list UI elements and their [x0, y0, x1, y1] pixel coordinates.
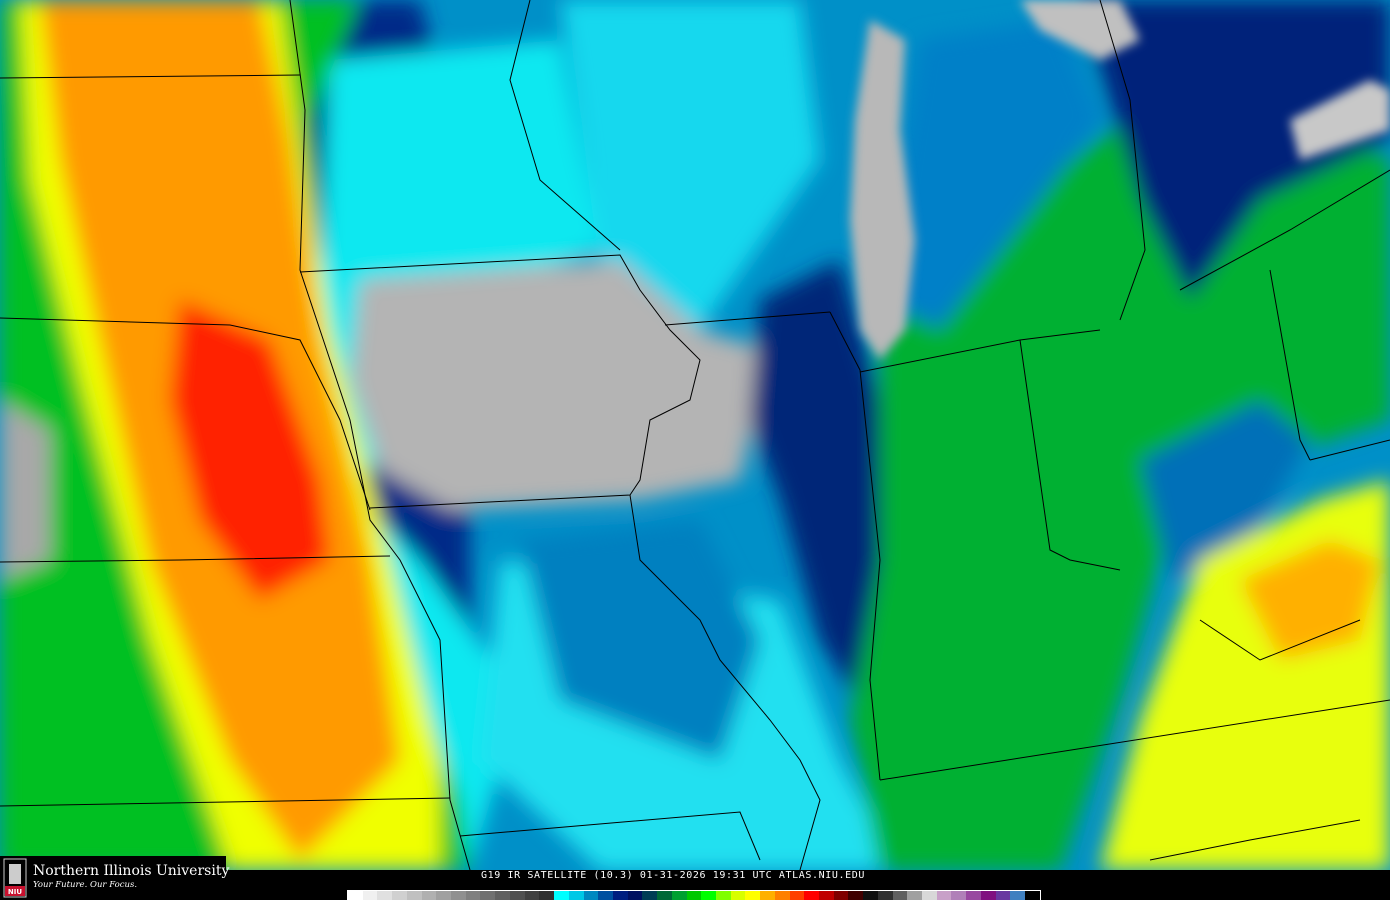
orange-region-southeast — [1240, 540, 1380, 660]
niu-shield-icon: NIU — [3, 858, 27, 898]
colorbar-swatch — [760, 891, 775, 900]
colorbar-swatch — [495, 891, 510, 900]
colorbar-swatch — [745, 891, 761, 900]
colorbar-swatch — [789, 891, 805, 900]
colorbar-swatch — [392, 891, 407, 900]
colorbar-swatch — [1025, 891, 1040, 900]
colorbar-swatch — [421, 891, 437, 900]
colorbar-swatch — [509, 891, 525, 900]
colorbar-swatch — [348, 891, 363, 900]
colorbar-swatch — [406, 891, 422, 900]
colorbar-swatch — [892, 891, 908, 900]
colorbar-swatch — [465, 891, 481, 900]
colorbar-swatch — [774, 891, 790, 900]
colorbar-swatch — [730, 891, 746, 900]
green-region-east — [850, 80, 1390, 870]
colorbar-swatch — [951, 891, 967, 900]
colorbar-swatch — [377, 891, 393, 900]
colorbar-swatch — [907, 891, 923, 900]
satellite-ir-map — [0, 0, 1390, 870]
niu-badge-text: NIU — [8, 888, 22, 896]
blue-region-lake-erie — [1140, 400, 1310, 580]
colorbar-swatch — [612, 891, 628, 900]
colorbar-swatch — [568, 891, 584, 900]
colorbar-swatch — [524, 891, 540, 900]
colorbar-swatch — [583, 891, 599, 900]
colorbar-swatch — [480, 891, 496, 900]
cyan-region-north — [560, 0, 820, 330]
state-borders — [0, 0, 1390, 870]
colorbar-swatch — [877, 891, 893, 900]
colorbar-swatch — [686, 891, 702, 900]
colorbar-swatch — [922, 891, 937, 900]
colorbar-swatch — [436, 891, 452, 900]
colorbar-swatch — [554, 891, 569, 900]
blue-region-southwest — [520, 520, 760, 760]
university-tagline: Your Future. Our Focus. — [33, 880, 138, 890]
colorbar-swatch — [833, 891, 849, 900]
colorbar-swatch — [642, 891, 658, 900]
image-caption: G19 IR SATELLITE (10.3) 01-31-2026 19:31… — [481, 870, 865, 881]
colorbar-swatch — [819, 891, 834, 900]
colorbar-swatch — [598, 891, 613, 900]
colorbar-swatch — [627, 891, 643, 900]
colorbar-swatch — [936, 891, 952, 900]
colorbar-swatch — [671, 891, 687, 900]
clear-northeast — [1290, 80, 1390, 160]
colorbar-swatch — [362, 891, 378, 900]
colorbar-swatch — [451, 891, 466, 900]
colorbar-swatch — [701, 891, 716, 900]
colorbar-swatch — [980, 891, 996, 900]
colorbar-swatch — [848, 891, 864, 900]
lake-huron-clear — [1020, 0, 1140, 60]
colorbar-swatch — [966, 891, 981, 900]
navy-band-central — [750, 260, 900, 720]
colorbar-swatch — [863, 891, 878, 900]
colorbar-swatch — [657, 891, 672, 900]
colorbar-swatch — [539, 891, 555, 900]
red-core — [170, 300, 330, 600]
university-name: Northern Illinois University — [33, 863, 230, 879]
colorbar-swatch — [1010, 891, 1026, 900]
colorbar-swatch — [995, 891, 1011, 900]
blue-region-michigan — [880, 20, 1100, 330]
lake-michigan-clear — [850, 20, 915, 360]
gray-clear-west — [0, 400, 50, 580]
colorbar-swatch — [715, 891, 731, 900]
colorbar-swatch — [804, 891, 819, 900]
navy-region-northeast — [1080, 0, 1390, 300]
niu-logo: NIU Northern Illinois University Your Fu… — [0, 856, 230, 900]
temperature-colorbar — [347, 890, 1041, 900]
